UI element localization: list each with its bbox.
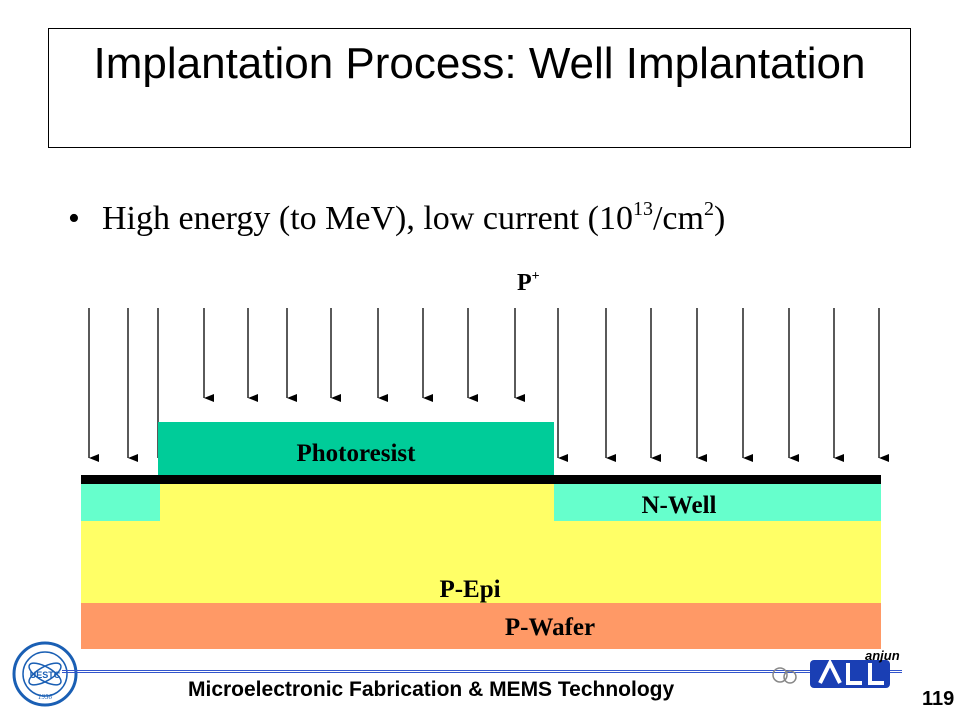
footer-divider (62, 670, 902, 673)
bullet-dot-icon: • (68, 200, 80, 237)
logo-left-year: 1956 (38, 693, 53, 701)
n-well-right-region (554, 484, 881, 521)
page-number: 119 (922, 688, 955, 710)
ion-charge: + (531, 269, 540, 284)
p-epi-label: P-Epi (439, 576, 501, 603)
logo-right-text: anjun (865, 648, 900, 663)
p-wafer-layer (81, 603, 881, 649)
photoresist-label: Photoresist (296, 440, 416, 467)
footer-course-title: Microelectronic Fabrication & MEMS Techn… (188, 678, 675, 701)
slide-title: Implantation Process: Well Implantation (93, 39, 866, 88)
bullet-unit-exponent: 2 (703, 198, 714, 220)
bullet-text-prefix: High energy (to MeV), low current (10 (102, 200, 633, 237)
n-well-label: N-Well (641, 492, 717, 519)
p-epi-upper-region (160, 484, 554, 521)
ion-label: P+ (517, 270, 540, 297)
p-epi-layer (81, 521, 881, 603)
p-wafer-label: P-Wafer (504, 614, 596, 641)
oxide-layer (81, 475, 881, 484)
university-logo: UESTC 1956 (12, 641, 78, 707)
bullet-item: • High energy (to MeV), low current (1013… (68, 198, 726, 238)
bullet-exponent: 13 (632, 198, 653, 220)
bullet-text-suffix: ) (713, 200, 726, 237)
lab-logo (772, 658, 890, 688)
photoresist-layer (158, 422, 554, 475)
bullet-text-mid: /cm (652, 200, 704, 237)
title-box: Implantation Process: Well Implantation (48, 28, 911, 148)
logo-left-text: UESTC (30, 670, 61, 680)
ion-symbol: P (517, 270, 532, 296)
n-well-left-region (81, 484, 160, 521)
